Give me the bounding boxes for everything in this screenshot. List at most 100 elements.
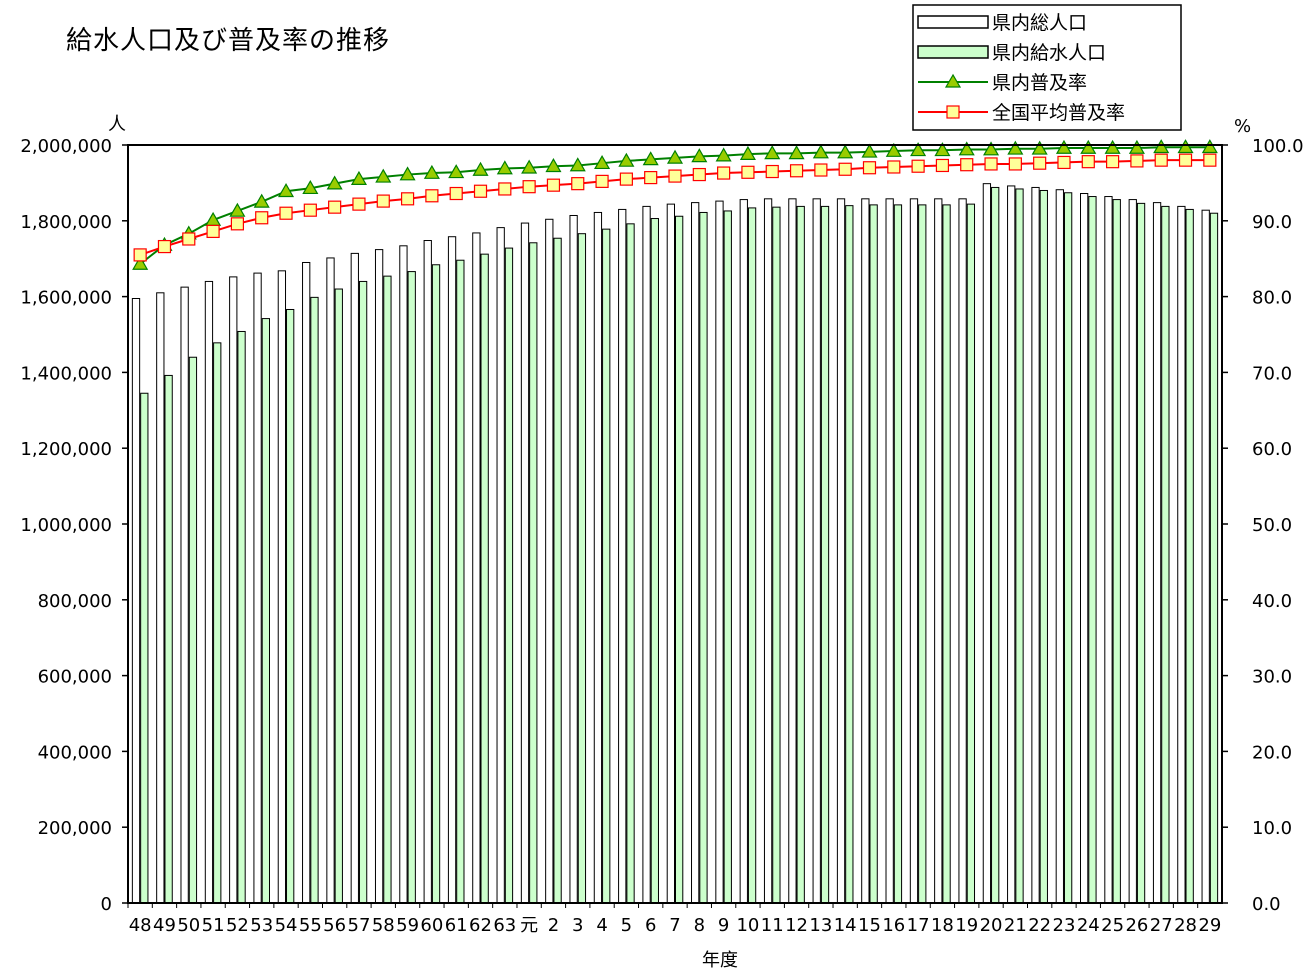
bar-supplied-5 xyxy=(261,318,270,904)
x-tick-label-30: 15 xyxy=(858,915,881,936)
x-tick-label-15: 63 xyxy=(493,915,516,936)
bar-supplied-27 xyxy=(796,205,805,904)
point-prefecture-rate-38 xyxy=(1055,139,1073,154)
bar-total-5 xyxy=(253,272,262,904)
point-national-rate-10 xyxy=(376,194,390,208)
bar-supplied-8 xyxy=(334,288,343,904)
point-national-rate-1 xyxy=(157,239,172,254)
bar-supplied-31 xyxy=(893,204,903,904)
bar-total-34 xyxy=(958,198,967,904)
point-national-rate-26 xyxy=(765,164,779,179)
bar-supplied-12 xyxy=(431,264,441,904)
point-prefecture-rate-39 xyxy=(1080,139,1097,154)
bar-supplied-43 xyxy=(1185,208,1194,904)
bar-supplied-34 xyxy=(966,203,976,904)
x-tick-label-35: 20 xyxy=(980,915,1003,936)
point-national-rate-39 xyxy=(1081,155,1095,169)
y-right-tick-label-5: 50.0 xyxy=(1252,515,1292,536)
bar-total-28 xyxy=(812,198,821,904)
y-left-tick-label-5: 1,000,000 xyxy=(20,515,112,536)
bar-total-4 xyxy=(229,276,238,904)
bar-total-19 xyxy=(593,211,603,904)
bar-supplied-3 xyxy=(213,342,222,904)
bar-supplied-44 xyxy=(1209,212,1219,904)
point-national-rate-23 xyxy=(692,167,706,182)
bar-supplied-21 xyxy=(650,218,659,904)
point-prefecture-rate-5 xyxy=(253,193,270,208)
point-national-rate-7 xyxy=(303,203,317,217)
bar-total-35 xyxy=(982,183,992,904)
legend-key-marker-3 xyxy=(946,105,960,119)
bar-total-38 xyxy=(1055,189,1064,904)
point-national-rate-17 xyxy=(546,178,561,192)
point-national-rate-33 xyxy=(935,158,950,173)
bar-supplied-19 xyxy=(602,228,611,904)
lines-layer xyxy=(132,139,1218,270)
y-right-tick-label-1: 10.0 xyxy=(1252,818,1292,839)
point-prefecture-rate-17 xyxy=(545,158,562,173)
point-national-rate-24 xyxy=(717,166,731,180)
x-tick-label-18: 3 xyxy=(572,915,583,936)
bar-total-27 xyxy=(788,198,797,904)
x-tick-label-11: 59 xyxy=(396,915,419,936)
point-national-rate-9 xyxy=(352,197,366,211)
y-left-tick-label-2: 400,000 xyxy=(38,742,112,763)
point-national-rate-43 xyxy=(1178,153,1193,167)
point-national-rate-13 xyxy=(449,186,463,201)
bar-supplied-14 xyxy=(480,253,489,904)
bar-supplied-11 xyxy=(407,271,416,904)
x-tick-label-29: 14 xyxy=(834,915,857,936)
point-prefecture-rate-34 xyxy=(958,141,975,156)
x-tick-label-3: 51 xyxy=(202,915,225,936)
point-national-rate-42 xyxy=(1154,153,1168,167)
bar-supplied-32 xyxy=(918,204,927,904)
x-tick-label-17: 2 xyxy=(548,915,559,936)
x-tick-label-8: 56 xyxy=(323,915,346,936)
point-national-rate-20 xyxy=(619,172,633,186)
x-tick-label-14: 62 xyxy=(469,915,492,936)
bar-supplied-39 xyxy=(1088,196,1097,904)
point-prefecture-rate-32 xyxy=(910,142,927,157)
bar-supplied-4 xyxy=(237,330,246,904)
point-prefecture-rate-29 xyxy=(837,144,854,159)
point-national-rate-40 xyxy=(1105,155,1120,169)
bar-supplied-6 xyxy=(286,308,295,904)
x-tick-label-24: 9 xyxy=(718,915,729,936)
x-tick-label-12: 60 xyxy=(420,915,443,936)
y-right-tick-label-7: 70.0 xyxy=(1252,363,1292,384)
bar-total-40 xyxy=(1104,196,1113,904)
bar-total-21 xyxy=(642,205,651,904)
point-national-rate-32 xyxy=(911,159,925,173)
point-national-rate-3 xyxy=(206,224,220,239)
point-prefecture-rate-28 xyxy=(812,144,829,159)
bar-supplied-36 xyxy=(1015,188,1024,904)
bar-total-18 xyxy=(569,214,578,904)
point-national-rate-30 xyxy=(862,161,877,175)
bar-total-30 xyxy=(861,198,870,904)
x-tick-label-7: 55 xyxy=(299,915,322,936)
x-tick-label-5: 53 xyxy=(250,915,273,936)
x-tick-label-4: 52 xyxy=(226,915,249,936)
bar-total-44 xyxy=(1201,209,1210,904)
x-tick-label-31: 16 xyxy=(882,915,905,936)
point-national-rate-38 xyxy=(1057,155,1071,170)
bar-supplied-9 xyxy=(358,280,368,904)
x-tick-label-19: 4 xyxy=(596,915,607,936)
point-prefecture-rate-21 xyxy=(642,151,659,166)
x-tick-label-23: 8 xyxy=(694,915,705,936)
x-tick-label-16: 元 xyxy=(520,915,538,936)
point-national-rate-15 xyxy=(498,182,512,196)
point-national-rate-25 xyxy=(741,165,755,179)
x-tick-label-39: 24 xyxy=(1077,915,1100,936)
point-national-rate-41 xyxy=(1130,154,1144,168)
bar-total-0 xyxy=(131,298,141,904)
y-left-tick-label-7: 1,400,000 xyxy=(20,363,112,384)
point-national-rate-5 xyxy=(255,211,269,225)
point-national-rate-36 xyxy=(1008,157,1022,171)
bar-total-41 xyxy=(1128,199,1137,904)
point-prefecture-rate-6 xyxy=(277,183,295,198)
bar-supplied-30 xyxy=(869,204,878,904)
bar-total-10 xyxy=(374,249,384,904)
point-national-rate-4 xyxy=(230,217,244,231)
